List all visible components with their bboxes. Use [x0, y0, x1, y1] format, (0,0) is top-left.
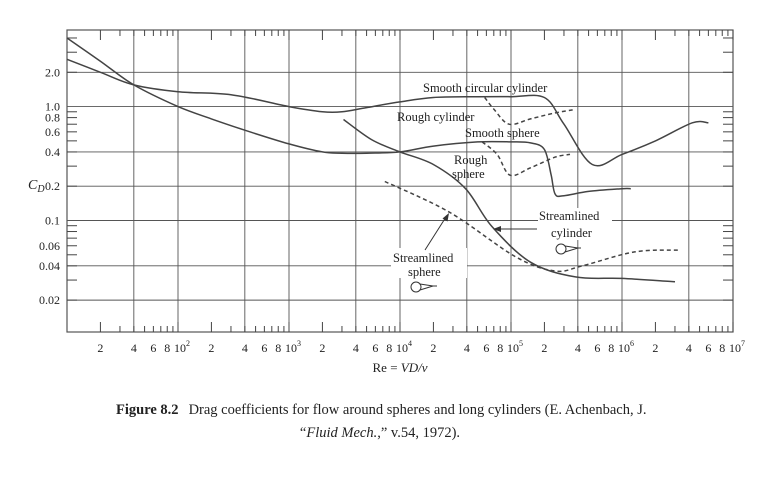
y-tick-label: 0.1: [45, 213, 60, 227]
x-tick-label: 4: [464, 341, 470, 355]
x-tick-label: 102: [174, 339, 190, 355]
y-tick-label: 0.6: [45, 125, 60, 139]
x-tick-label: 8: [497, 341, 503, 355]
streamlined-sphere-arrow: [424, 216, 447, 251]
y-tick-label: 0.04: [39, 259, 60, 273]
label-smooth-circular-cylinder: Smooth circular cylinder: [423, 81, 548, 95]
x-tick-label: 105: [507, 339, 523, 355]
x-tick-label: 4: [131, 341, 137, 355]
x-tick-labels: 2 4 6 8 102 2 4 6 8 103 2 4 6 8 104 2 4 6 8 105 2 4 6 8 106 2 4 6 8 1…: [97, 339, 745, 355]
x-tick-label: 8: [164, 341, 170, 355]
x-tick-label: 107: [729, 339, 745, 355]
grid-lines: [67, 30, 733, 332]
y-tick-label: 0.4: [45, 145, 60, 159]
x-tick-label: 104: [396, 339, 412, 355]
y-tick-label: 2.0: [45, 65, 60, 79]
x-tick-label: 8: [275, 341, 281, 355]
label-rough-sphere-line2: sphere: [452, 167, 485, 181]
label-smooth-sphere: Smooth sphere: [465, 126, 540, 140]
x-tick-label: 6: [150, 341, 156, 355]
x-tick-label: 4: [575, 341, 581, 355]
y-axis-label: CD: [28, 178, 45, 195]
x-axis-label: Re = VD/ν: [373, 360, 428, 375]
annotations: Smooth circular cylinder Rough cylinder …: [391, 81, 612, 293]
figure-caption-line1: Figure 8.2 Drag coefficients for flow aro…: [116, 402, 647, 418]
x-tick-label: 6: [594, 341, 600, 355]
curve-smooth-sphere: [66, 37, 631, 198]
label-streamlined-cylinder-line2: cylinder: [551, 226, 593, 240]
arrowhead-icon: [442, 213, 449, 222]
x-tick-label: 2: [208, 341, 214, 355]
x-tick-label: 2: [652, 341, 658, 355]
x-tick-label: 2: [430, 341, 436, 355]
curve-rough-cylinder: [484, 97, 575, 126]
x-tick-label: 8: [386, 341, 392, 355]
x-tick-label: 4: [242, 341, 248, 355]
curves: [66, 37, 709, 283]
figure-caption-line2: “Fluid Mech.,” v.54, 1972).: [300, 425, 460, 441]
label-streamlined-sphere-line1: Streamlined: [393, 251, 454, 265]
curve-streamlined-sphere: [384, 180, 679, 273]
x-tick-label: 2: [97, 341, 103, 355]
y-tick-label: 0.06: [39, 239, 60, 253]
arrowhead-icon: [493, 226, 501, 232]
x-tick-label: 2: [541, 341, 547, 355]
y-tick-label: 0.8: [45, 111, 60, 125]
x-tick-label: 6: [483, 341, 489, 355]
label-rough-sphere-line1: Rough: [454, 153, 488, 167]
x-tick-label: 8: [608, 341, 614, 355]
curve-smooth-circular-cylinder: [66, 58, 709, 167]
label-rough-cylinder: Rough cylinder: [397, 110, 475, 124]
y-tick-labels: 2.0 1.00.80.6 0.4 0.2 0.1 0.06 0.04 0.02: [39, 65, 60, 307]
label-streamlined-cylinder-line1: Streamlined: [539, 209, 600, 223]
minor-ticks: [67, 30, 734, 332]
y-tick-label: 0.02: [39, 293, 60, 307]
x-tick-label: 103: [285, 339, 301, 355]
x-tick-label: 106: [618, 339, 634, 355]
x-tick-label: 6: [705, 341, 711, 355]
x-tick-label: 6: [261, 341, 267, 355]
y-tick-label: 0.2: [45, 179, 60, 193]
x-tick-label: 4: [686, 341, 692, 355]
x-tick-label: 8: [719, 341, 725, 355]
curve-rough-sphere: [481, 141, 571, 177]
streamlined-cylinder-shape-icon: [555, 243, 581, 255]
x-tick-label: 2: [319, 341, 325, 355]
streamlined-sphere-shape-icon: [410, 281, 437, 293]
x-tick-label: 6: [372, 341, 378, 355]
y-tick-label: 1.0: [45, 100, 60, 114]
label-streamlined-sphere-line2: sphere: [408, 265, 441, 279]
curve-streamlined-cylinder: [343, 118, 676, 283]
x-tick-label: 4: [353, 341, 359, 355]
